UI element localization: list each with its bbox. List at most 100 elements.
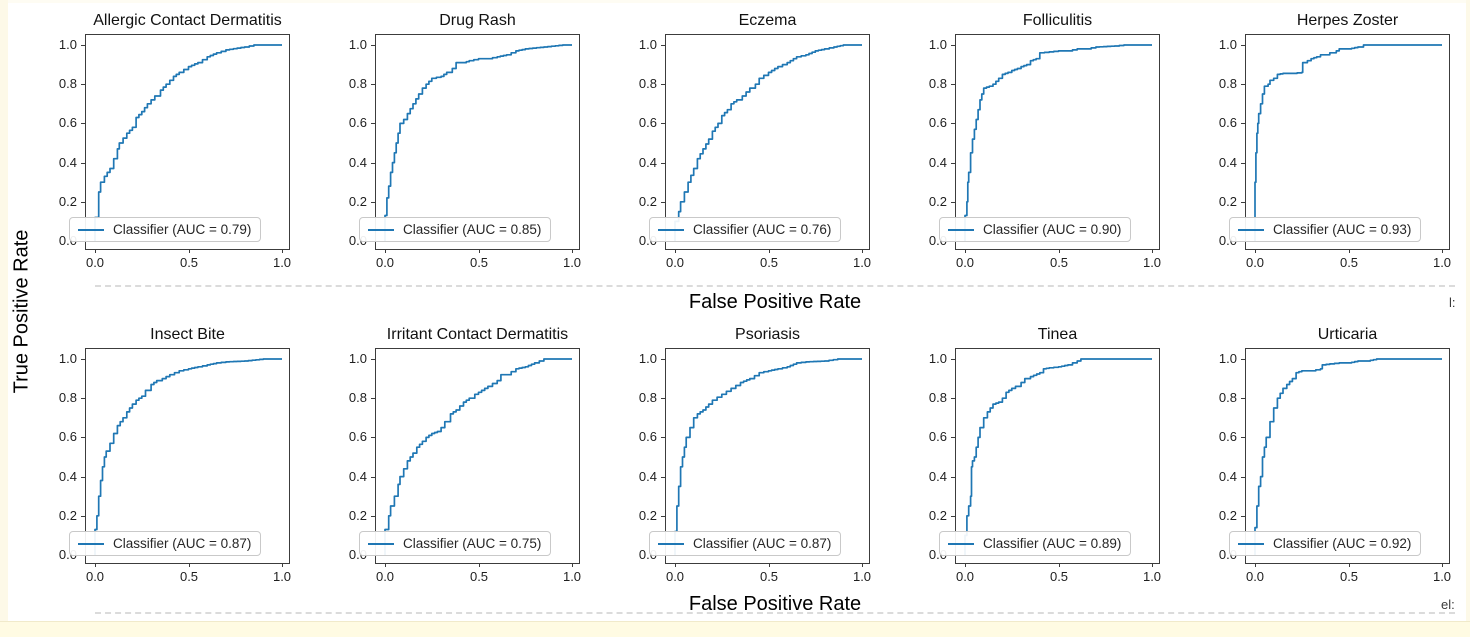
y-tick-label: 1.0 xyxy=(348,351,367,366)
x-tick-label: 0.0 xyxy=(375,255,395,270)
page-edge-left xyxy=(0,0,8,637)
legend-line-icon xyxy=(78,542,104,545)
y-tick-mark xyxy=(661,123,666,124)
y-tick-mark xyxy=(951,45,956,46)
y-tick-label: 0.6 xyxy=(638,429,657,445)
y-tick-label: 0.4 xyxy=(928,154,947,170)
roc-subplot-7: Irritant Contact Dermatitis 0.0 0.2 0.4 0.6 0… xyxy=(323,322,581,584)
y-tick-mark xyxy=(81,84,86,85)
legend: Classifier (AUC = 0.76) xyxy=(649,217,842,242)
x-tick-label: 0.0 xyxy=(955,569,975,584)
legend-label: Classifier (AUC = 0.76) xyxy=(693,222,832,237)
y-axis-label: True Positive Rate xyxy=(10,229,33,394)
x-tick-label: 0.0 xyxy=(955,255,975,270)
x-tick-mark xyxy=(282,563,283,567)
x-tick-mark xyxy=(1152,563,1153,567)
legend: Classifier (AUC = 0.89) xyxy=(939,531,1132,556)
x-tick-label: 0.5 xyxy=(469,255,489,270)
y-tick-label: 0.8 xyxy=(1218,76,1237,92)
subplot-title: Irritant Contact Dermatitis xyxy=(386,326,569,343)
y-tick-label: 0.2 xyxy=(58,193,77,209)
y-tick-mark xyxy=(1241,359,1246,360)
roc-curve xyxy=(964,358,1152,555)
y-tick-mark xyxy=(371,398,376,399)
y-tick-label: 0.6 xyxy=(1218,115,1237,131)
plot-area: 0.0 0.2 0.4 0.6 0.8 1.0 0.0 0.5 1.0 Classifier (A… xyxy=(929,348,1161,584)
subplot-title: Tinea xyxy=(1037,326,1078,343)
y-tick-mark xyxy=(661,359,666,360)
legend-label: Classifier (AUC = 0.79) xyxy=(113,222,252,237)
x-tick-label: 0.5 xyxy=(759,255,779,270)
legend-label: Classifier (AUC = 0.93) xyxy=(1273,222,1412,237)
y-tick-label: 0.6 xyxy=(348,115,367,131)
y-tick-label: 1.0 xyxy=(928,351,947,366)
y-tick-label: 0.4 xyxy=(928,468,947,484)
y-tick-mark xyxy=(951,123,956,124)
y-tick-mark xyxy=(371,45,376,46)
legend-line-icon xyxy=(948,542,974,545)
roc-curve xyxy=(1254,44,1442,241)
y-tick-label: 0.8 xyxy=(638,76,657,92)
page-edge-right xyxy=(1466,0,1470,637)
roc-curve xyxy=(384,358,572,555)
y-tick-label: 0.8 xyxy=(348,76,367,92)
roc-subplot-4: Folliculitis 0.0 0.2 0.4 0.6 0.8 1.0 0.0 0.5 1.0 C… xyxy=(903,8,1161,270)
y-tick-label: 0.4 xyxy=(1218,154,1237,170)
y-tick-label: 1.0 xyxy=(58,351,77,366)
x-tick-label: 0.5 xyxy=(469,569,489,584)
y-tick-mark xyxy=(81,163,86,164)
y-tick-mark xyxy=(371,477,376,478)
y-tick-mark xyxy=(951,437,956,438)
roc-subplot-10: Urticaria 0.0 0.2 0.4 0.6 0.8 1.0 0.0 0.5 1.0 Clas… xyxy=(1193,322,1451,584)
y-tick-mark xyxy=(951,359,956,360)
x-tick-label: 0.5 xyxy=(179,569,199,584)
x-tick-label: 0.0 xyxy=(85,569,105,584)
x-tick-label: 0.0 xyxy=(375,569,395,584)
roc-subplot-3: Eczema 0.0 0.2 0.4 0.6 0.8 1.0 0.0 0.5 1.0 Classif… xyxy=(613,8,871,270)
x-tick-mark xyxy=(189,563,190,567)
legend: Classifier (AUC = 0.87) xyxy=(649,531,842,556)
y-tick-mark xyxy=(1241,398,1246,399)
y-tick-label: 0.2 xyxy=(1218,507,1237,523)
y-tick-mark xyxy=(81,437,86,438)
y-tick-mark xyxy=(661,437,666,438)
x-tick-label: 1.0 xyxy=(562,569,582,584)
subplot-title: Folliculitis xyxy=(1022,12,1093,29)
x-tick-label: 0.0 xyxy=(85,255,105,270)
x-tick-mark xyxy=(572,563,573,567)
y-tick-label: 0.2 xyxy=(1218,193,1237,209)
x-tick-mark xyxy=(479,563,480,567)
x-tick-label: 1.0 xyxy=(562,255,582,270)
y-tick-label: 0.4 xyxy=(638,154,657,170)
page-edge-bottom xyxy=(0,621,1470,637)
y-tick-mark xyxy=(371,123,376,124)
roc-curve xyxy=(384,44,572,241)
x-tick-mark xyxy=(1255,249,1256,253)
y-tick-mark xyxy=(661,84,666,85)
plot-area: 0.0 0.2 0.4 0.6 0.8 1.0 0.0 0.5 1.0 Classifier (A… xyxy=(1219,348,1451,584)
y-tick-label: 0.8 xyxy=(1218,390,1237,406)
x-tick-label: 0.5 xyxy=(1049,569,1069,584)
x-tick-label: 1.0 xyxy=(852,569,872,584)
x-tick-mark xyxy=(862,563,863,567)
legend-label: Classifier (AUC = 0.87) xyxy=(113,536,252,551)
y-tick-mark xyxy=(81,202,86,203)
y-tick-mark xyxy=(951,84,956,85)
x-tick-label: 0.5 xyxy=(179,255,199,270)
legend: Classifier (AUC = 0.75) xyxy=(359,531,552,556)
x-tick-mark xyxy=(965,563,966,567)
y-tick-mark xyxy=(1241,202,1246,203)
y-tick-mark xyxy=(661,202,666,203)
subplot-title: Eczema xyxy=(738,12,797,29)
y-tick-label: 0.2 xyxy=(928,193,947,209)
y-tick-label: 1.0 xyxy=(1218,37,1237,52)
legend-label: Classifier (AUC = 0.92) xyxy=(1273,536,1412,551)
y-tick-label: 0.6 xyxy=(638,115,657,131)
y-tick-label: 0.6 xyxy=(928,429,947,445)
x-tick-label: 1.0 xyxy=(1142,255,1162,270)
y-tick-mark xyxy=(81,45,86,46)
y-tick-label: 0.2 xyxy=(58,507,77,523)
y-tick-mark xyxy=(371,202,376,203)
roc-subplot-1: Allergic Contact Dermatitis 0.0 0.2 0.4 0.6 0… xyxy=(33,8,291,270)
